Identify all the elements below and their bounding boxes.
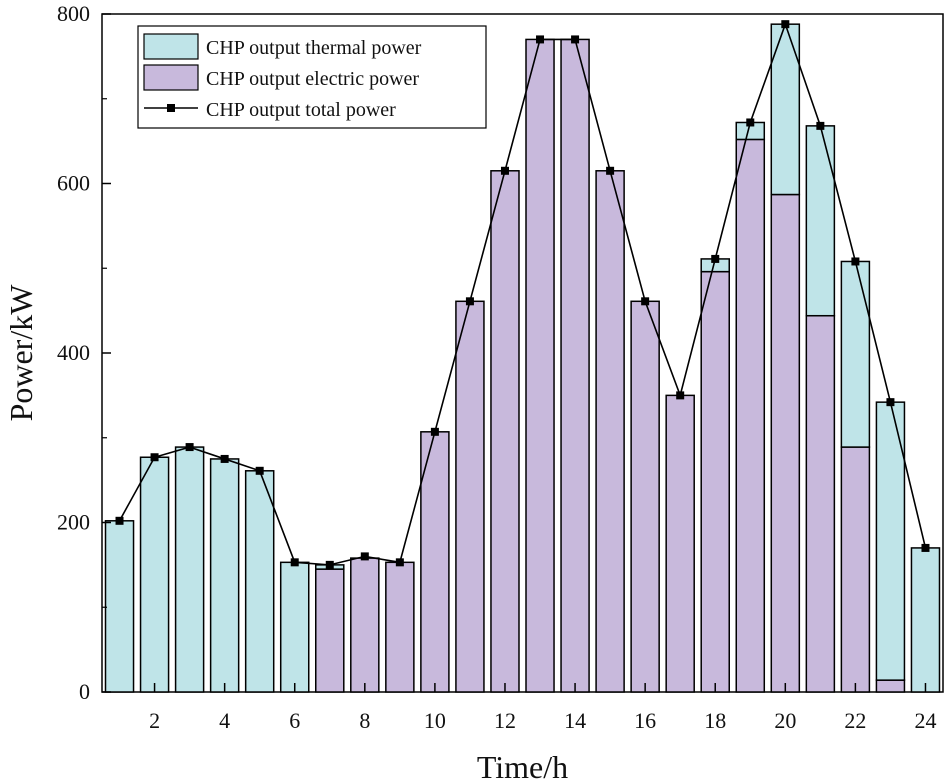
bar-electric-h12 <box>490 170 520 693</box>
total-power-point-h13 <box>536 35 545 44</box>
y-tick-label-600: 600 <box>57 171 90 196</box>
bar-electric-h23 <box>875 679 906 693</box>
total-power-point-h19 <box>746 118 755 127</box>
total-power-point-h9 <box>395 558 404 567</box>
x-tick-label-20: 20 <box>774 708 796 733</box>
total-power-point-h5 <box>255 466 264 475</box>
bar-electric-h19 <box>735 138 766 693</box>
bar-thermal-h3 <box>174 446 205 693</box>
total-power-point-h18 <box>711 254 720 263</box>
bar-thermal-h5 <box>244 470 275 693</box>
total-power-point-h14 <box>571 35 580 44</box>
total-power-point-h12 <box>500 166 509 175</box>
legend-label-chp-output-thermal-power: CHP output thermal power <box>206 37 422 59</box>
total-power-line <box>118 21 927 566</box>
bar-electric-h22 <box>840 446 871 693</box>
legend-swatch-chp-output-thermal-power <box>143 33 199 60</box>
bar-thermal-h1 <box>104 520 135 693</box>
legend-marker-chp-output-total-power <box>167 104 175 112</box>
x-tick-label-18: 18 <box>704 708 726 733</box>
total-power-line-layer <box>115 20 930 569</box>
bar-thermal-h21 <box>805 125 836 317</box>
x-axis-title: Time/h <box>477 749 568 784</box>
bar-electric-h18 <box>700 270 730 693</box>
total-power-point-h20 <box>781 20 790 29</box>
bar-thermal-h6 <box>279 561 310 693</box>
x-tick-label-10: 10 <box>424 708 446 733</box>
bar-thermal-h2 <box>139 456 170 693</box>
x-tick-label-8: 8 <box>359 708 370 733</box>
total-power-point-h23 <box>886 398 895 407</box>
total-power-point-h22 <box>851 257 860 266</box>
total-power-point-h16 <box>641 297 650 306</box>
bar-electric-h11 <box>455 300 485 693</box>
total-power-point-h21 <box>816 121 825 130</box>
x-tick-label-6: 6 <box>289 708 300 733</box>
x-tick-label-4: 4 <box>219 708 230 733</box>
total-power-point-h8 <box>360 552 369 561</box>
bar-thermal-h23 <box>875 401 906 681</box>
total-power-point-h4 <box>220 454 229 463</box>
y-tick-label-400: 400 <box>57 340 90 365</box>
legend-swatch-chp-output-electric-power <box>143 64 199 91</box>
total-power-point-h10 <box>430 427 439 436</box>
bar-electric-h8 <box>350 557 380 693</box>
bar-thermal-h4 <box>209 458 240 693</box>
bar-electric-h14 <box>560 38 590 693</box>
total-power-point-h11 <box>465 297 474 306</box>
bar-electric-h21 <box>805 314 836 693</box>
bar-electric-h16 <box>630 300 660 693</box>
y-tick-label-200: 200 <box>57 510 90 535</box>
x-tick-label-2: 2 <box>149 708 160 733</box>
bar-electric-h9 <box>385 561 415 693</box>
total-power-point-h2 <box>150 453 159 462</box>
bar-thermal-h24 <box>910 547 941 693</box>
total-power-point-h6 <box>290 558 299 567</box>
legend: CHP output thermal power CHP output elect… <box>137 25 487 129</box>
legend-label-chp-output-total-power: CHP output total power <box>206 99 396 121</box>
bar-electric-h17 <box>665 394 695 693</box>
total-power-point-h17 <box>676 391 685 400</box>
total-power-point-h7 <box>325 560 334 569</box>
x-tick-label-12: 12 <box>494 708 516 733</box>
bar-electric-h15 <box>595 170 625 693</box>
legend-label-chp-output-electric-power: CHP output electric power <box>206 68 419 90</box>
total-power-point-h3 <box>185 443 194 452</box>
total-power-point-h15 <box>606 166 615 175</box>
bar-electric-h20 <box>770 193 801 693</box>
total-power-point-h24 <box>921 543 930 552</box>
y-axis-title: Power/kW <box>3 284 39 422</box>
bar-electric-h7 <box>315 568 345 693</box>
x-tick-label-16: 16 <box>634 708 656 733</box>
bars-layer <box>104 23 941 693</box>
y-tick-label-800: 800 <box>57 1 90 26</box>
bar-electric-h13 <box>525 38 555 693</box>
x-tick-label-24: 24 <box>914 708 936 733</box>
y-tick-label-0: 0 <box>79 679 90 704</box>
x-tick-label-22: 22 <box>844 708 866 733</box>
x-tick-label-14: 14 <box>564 708 586 733</box>
bar-thermal-h22 <box>840 260 871 448</box>
total-power-point-h1 <box>115 516 124 525</box>
